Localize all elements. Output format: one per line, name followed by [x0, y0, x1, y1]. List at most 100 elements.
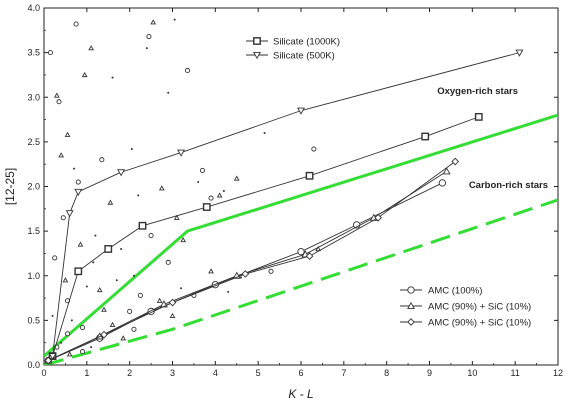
observed-star-point: [216, 192, 223, 198]
observed-star-point: [115, 279, 118, 282]
series-point-square: [138, 221, 147, 230]
observed-star-point: [208, 195, 214, 201]
observed-star-point: [92, 261, 95, 264]
series-point-triangle-down: [297, 107, 305, 115]
series-point-triangle-down: [515, 49, 524, 57]
x-tick-label: 7: [341, 368, 346, 378]
observed-star-point: [120, 335, 127, 341]
observed-star-point: [60, 341, 63, 344]
y-tick-label: 2.5: [27, 137, 40, 147]
carbon-rich-label: Carbon-rich stars: [469, 180, 548, 191]
observed-star-point: [150, 19, 157, 25]
legend-label: Silicate (1000K): [273, 37, 340, 48]
observed-star-point: [167, 91, 170, 94]
legend-marker-diamond: [407, 318, 415, 326]
observed-star-point: [156, 297, 163, 303]
x-tick-label: 6: [298, 368, 303, 378]
series-point-triangle-down: [74, 188, 83, 196]
x-tick-label: 1: [84, 368, 89, 378]
x-tick-label: 11: [510, 368, 519, 378]
observed-star-point: [109, 321, 116, 327]
observed-star-point: [77, 241, 84, 247]
y-tick-label: 1.5: [27, 226, 40, 236]
y-tick-label: 4.0: [27, 3, 40, 13]
observed-star-point: [222, 189, 225, 192]
y-tick-label: 3.5: [27, 48, 40, 58]
observed-star-point: [73, 21, 79, 27]
observed-star-point: [199, 167, 206, 173]
observed-star-point: [208, 268, 214, 274]
series-point-triangle-down: [177, 149, 186, 157]
observed-star-point: [51, 314, 54, 317]
series-point-square: [305, 171, 314, 180]
observed-star-point: [66, 351, 73, 357]
observed-star-point: [137, 194, 140, 197]
x-tick-label: 10: [467, 368, 477, 378]
observed-star-point: [148, 233, 154, 239]
series-point-diamond: [168, 298, 177, 307]
series-point-diamond: [305, 252, 314, 260]
observed-star-point: [70, 319, 73, 322]
series-point-square: [421, 132, 430, 141]
observed-star-point: [56, 99, 62, 105]
series-point-triangle-down: [117, 169, 126, 177]
observed-star-point: [47, 50, 53, 56]
observed-star-point: [145, 47, 148, 50]
series-line-square: [52, 116, 479, 357]
observed-star-point: [99, 157, 105, 163]
observed-star-point: [233, 175, 240, 181]
observed-star-point: [137, 292, 143, 298]
observed-star-point: [180, 237, 187, 243]
observed-star-point: [165, 259, 171, 265]
observed-star-point: [173, 18, 176, 21]
observed-star-point: [85, 285, 88, 288]
observed-star-point: [127, 308, 133, 315]
observed-star-point: [107, 199, 114, 205]
observed-star-point: [169, 312, 176, 319]
y-tick-label: 1.0: [27, 271, 40, 281]
observed-star-point: [96, 287, 103, 293]
series-point-square: [202, 203, 211, 211]
observed-star-point: [130, 148, 133, 151]
series-point-diamond: [100, 330, 108, 339]
y-tick-label: 2.0: [27, 182, 40, 192]
observed-star-point: [75, 179, 81, 185]
legend-label: AMC (90%) + SiC (10%): [428, 318, 531, 329]
observed-star-point: [81, 71, 88, 78]
series-point-diamond: [241, 270, 250, 278]
series-point-square: [74, 267, 83, 276]
observed-star-point: [52, 255, 58, 261]
legend-marker-square: [253, 37, 261, 45]
series-point-diamond: [374, 213, 382, 222]
y-tick-label: 3.0: [27, 92, 40, 102]
oxygen-boundary-solid-line: [44, 113, 558, 358]
observed-star-point: [146, 34, 152, 40]
observed-star-point: [131, 326, 137, 332]
series-point-circle: [438, 179, 446, 187]
observed-star-point: [311, 146, 317, 152]
x-tick-label: 0: [41, 368, 46, 378]
observed-star-point: [80, 349, 86, 355]
observed-star-point: [62, 277, 69, 283]
observed-star-point: [315, 245, 321, 252]
x-tick-label: 9: [427, 368, 432, 378]
x-tick-label: 3: [170, 368, 175, 378]
observed-star-point: [80, 324, 86, 331]
series-point-triangle-up: [442, 167, 451, 175]
observed-star-point: [120, 247, 123, 250]
observed-star-point: [240, 276, 243, 279]
series-point-triangle-down: [65, 210, 74, 218]
series-point-triangle-down: [48, 353, 57, 361]
y-tick-label: 0.5: [27, 315, 40, 325]
observed-star-point: [94, 234, 97, 237]
series-line-triangle-up: [48, 170, 447, 361]
observed-star-point: [111, 76, 114, 79]
observed-star-point: [60, 215, 66, 221]
observed-star-point: [158, 185, 165, 191]
series-point-square: [474, 112, 483, 121]
observed-star-point: [72, 167, 75, 170]
legend-label: Silicate (500K): [273, 51, 335, 62]
legend-label: AMC (90%) + SiC (10%): [428, 302, 531, 313]
observed-star-point: [184, 67, 191, 74]
